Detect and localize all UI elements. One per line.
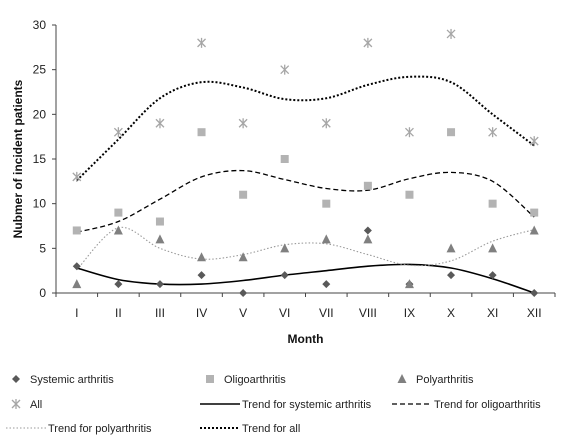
point-oligoarthritis <box>239 190 248 199</box>
point-systemic-arthritis <box>322 280 331 289</box>
point-all <box>72 171 82 182</box>
point-systemic-arthritis <box>114 280 123 289</box>
y-tick-label: 10 <box>33 197 47 211</box>
y-tick-label: 25 <box>33 63 47 77</box>
point-systemic-arthritis <box>280 271 289 280</box>
legend-label-trend-for-oligoarthritis: Trend for oligoarthritis <box>434 399 541 411</box>
point-systemic-arthritis <box>239 289 248 297</box>
point-all <box>113 127 123 138</box>
point-systemic-arthritis <box>363 226 372 235</box>
legend-label-trend-for-all: Trend for all <box>242 423 300 435</box>
legend-swatch-oligoarthritis <box>206 375 214 383</box>
x-tick-label: III <box>155 306 165 320</box>
point-all <box>197 37 207 48</box>
point-polyarthritis <box>155 234 165 244</box>
legend-label-oligoarthritis: Oligoarthritis <box>224 374 286 386</box>
x-axis-title: Month <box>288 332 324 346</box>
point-polyarthritis <box>446 243 456 253</box>
legend-swatch-systemic-arthritis <box>12 375 20 383</box>
point-polyarthritis <box>238 252 248 262</box>
legend-label-all: All <box>30 399 42 411</box>
data-points <box>72 28 539 297</box>
point-polyarthritis <box>321 234 331 244</box>
x-tick-label: VIII <box>359 306 377 320</box>
trendline-trend-for-all <box>76 75 535 182</box>
point-systemic-arthritis <box>72 262 81 271</box>
point-all <box>321 118 331 129</box>
point-systemic-arthritis <box>488 271 497 280</box>
point-oligoarthritis <box>405 190 414 199</box>
trendline-trend-for-oligoarthritis <box>76 169 535 233</box>
legend: Systemic arthritis Oligoarthritis Polyarth… <box>6 374 541 435</box>
point-polyarthritis <box>113 225 123 235</box>
point-systemic-arthritis <box>447 271 456 280</box>
point-all <box>446 28 456 39</box>
point-oligoarthritis <box>72 226 81 235</box>
x-tick-label: XII <box>527 306 542 320</box>
x-tick-label: II <box>115 306 122 320</box>
x-tick-label: IV <box>196 306 207 320</box>
point-all <box>529 136 539 147</box>
trendline-trend-for-systemic-arthritis <box>76 263 535 294</box>
x-tick-label: X <box>447 306 455 320</box>
point-systemic-arthritis <box>197 271 206 280</box>
point-all <box>155 118 165 129</box>
x-tick-label: IX <box>404 306 415 320</box>
point-polyarthritis <box>280 243 290 253</box>
point-all <box>363 37 373 48</box>
point-polyarthritis <box>404 279 414 289</box>
point-oligoarthritis <box>280 155 289 163</box>
y-tick-label: 5 <box>39 241 46 255</box>
x-tick-label: I <box>75 306 78 320</box>
point-systemic-arthritis <box>530 289 539 297</box>
point-oligoarthritis <box>530 208 539 217</box>
point-all <box>404 127 414 138</box>
legend-label-polyarthritis: Polyarthritis <box>416 374 474 386</box>
legend-label-trend-for-systemic-arthritis: Trend for systemic arthritis <box>242 399 372 411</box>
point-oligoarthritis <box>322 199 331 208</box>
point-all <box>280 64 290 75</box>
point-oligoarthritis <box>197 128 206 137</box>
x-tick-label: XI <box>487 306 498 320</box>
point-systemic-arthritis <box>155 280 164 289</box>
point-oligoarthritis <box>363 181 372 190</box>
legend-label-systemic-arthritis: Systemic arthritis <box>30 374 114 386</box>
x-tick-label: VII <box>319 306 334 320</box>
point-polyarthritis <box>529 225 539 235</box>
y-tick-label: 20 <box>33 107 47 121</box>
y-tick-label: 15 <box>33 152 47 166</box>
legend-swatch-polyarthritis <box>397 374 407 383</box>
x-axis-ticks: I II III IV V VI VII VIII IX X XI XII <box>55 293 556 320</box>
y-axis-ticks: 0 5 10 15 20 25 30 <box>33 18 56 300</box>
point-all <box>488 127 498 138</box>
x-tick-label: VI <box>279 306 290 320</box>
point-polyarthritis <box>197 252 207 262</box>
point-all <box>238 118 248 129</box>
trendlines <box>76 75 535 294</box>
legend-label-trend-for-polyarthritis: Trend for polyarthritis <box>48 423 152 435</box>
y-tick-label: 30 <box>33 18 47 32</box>
y-axis-title: Nubmer of incident patients <box>11 79 25 238</box>
point-polyarthritis <box>72 279 82 289</box>
x-tick-label: V <box>239 306 247 320</box>
point-oligoarthritis <box>488 199 497 208</box>
point-polyarthritis <box>363 234 373 244</box>
trendline-trend-for-polyarthritis <box>76 226 535 271</box>
point-oligoarthritis <box>114 208 123 217</box>
point-oligoarthritis <box>447 128 456 137</box>
legend-swatch-all <box>11 399 21 409</box>
y-tick-label: 0 <box>39 286 46 300</box>
point-polyarthritis <box>488 243 498 253</box>
point-oligoarthritis <box>155 217 164 226</box>
